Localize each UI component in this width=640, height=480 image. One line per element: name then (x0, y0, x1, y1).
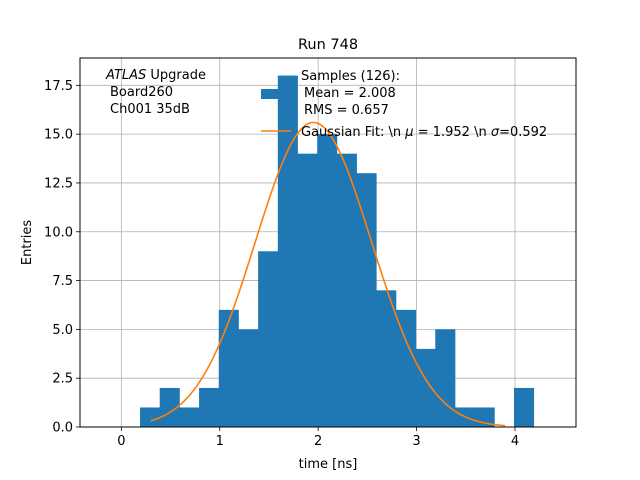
legend-fit-prefix: Gaussian Fit: \n (301, 125, 405, 140)
x-tick-label-1: 1 (216, 434, 224, 449)
legend-sigma-symbol: σ (491, 125, 500, 140)
legend-fit-label: Gaussian Fit: \n μ = 1.952 \n σ=0.592 (301, 125, 547, 140)
legend-samples-label: Samples (126): (301, 69, 400, 84)
plot-frame (79, 57, 577, 428)
histogram-bar-10 (336, 153, 357, 427)
x-tick-label-2: 2 (314, 434, 322, 449)
legend-rms-label: RMS = 0.657 (304, 103, 389, 118)
histogram-bar-15 (435, 329, 456, 427)
y-tick-label-2: 5.0 (52, 323, 73, 338)
histogram-bar-4 (218, 309, 239, 427)
histogram-bar-8 (297, 153, 318, 427)
legend-mu-symbol: μ (404, 125, 413, 140)
histogram-bar-9 (317, 134, 338, 427)
legend-samples-swatch (261, 89, 291, 99)
annotation-upgrade: Upgrade (146, 68, 206, 83)
y-axis-label: Entries (20, 220, 35, 266)
histogram-bar-1 (159, 387, 180, 427)
x-axis-label: time [ns] (299, 457, 358, 472)
y-tick-label-0: 0.0 (52, 421, 73, 436)
histogram-bar-2 (179, 407, 200, 427)
atlas-annotation: ATLAS Upgrade Board260 Ch001 35dB (105, 68, 206, 117)
histogram-bar-13 (395, 309, 416, 427)
histogram-bar-11 (356, 173, 377, 427)
histogram-bar-14 (415, 348, 436, 427)
y-tick-label-1: 2.5 (52, 372, 73, 387)
histogram-bar-3 (199, 387, 220, 427)
gaussian-fit-curve (150, 121, 506, 427)
legend: Samples (126): Mean = 2.008 RMS = 0.657 … (261, 69, 547, 140)
x-tick-label-4: 4 (511, 434, 519, 449)
x-tick-label-0: 0 (117, 434, 125, 449)
y-tick-label-4: 10.0 (44, 225, 73, 240)
histogram-bar-19 (514, 387, 535, 427)
chart-title: Run 748 (298, 37, 358, 53)
y-tick-label-6: 15.0 (44, 128, 73, 143)
y-tick-label-3: 7.5 (52, 274, 73, 289)
histogram-bar-5 (238, 329, 259, 427)
annotation-atlas: ATLAS (105, 68, 146, 83)
legend-mu-value: = 1.952 \n (414, 125, 491, 140)
histogram-bars (140, 75, 535, 428)
histogram-bar-0 (140, 407, 161, 427)
annotation-line-2: Board260 (110, 85, 173, 100)
y-tick-label-5: 12.5 (44, 176, 73, 191)
histogram-bar-7 (277, 75, 298, 428)
gaussian-fit-line (150, 121, 506, 427)
histogram-bar-6 (258, 251, 279, 427)
annotation-line-3: Ch001 35dB (110, 102, 190, 117)
x-tick-label-3: 3 (412, 434, 420, 449)
y-axis-ticks: 0.0 2.5 5.0 7.5 10.0 12.5 15.0 17.5 (44, 79, 80, 436)
legend-sigma-value: =0.592 (499, 125, 547, 140)
x-axis-ticks: 0 1 2 3 4 (117, 427, 519, 449)
histogram-bar-12 (376, 290, 397, 427)
annotation-line-1: ATLAS Upgrade (105, 68, 206, 83)
y-tick-label-7: 17.5 (44, 79, 73, 94)
legend-mean-label: Mean = 2.008 (304, 86, 396, 101)
